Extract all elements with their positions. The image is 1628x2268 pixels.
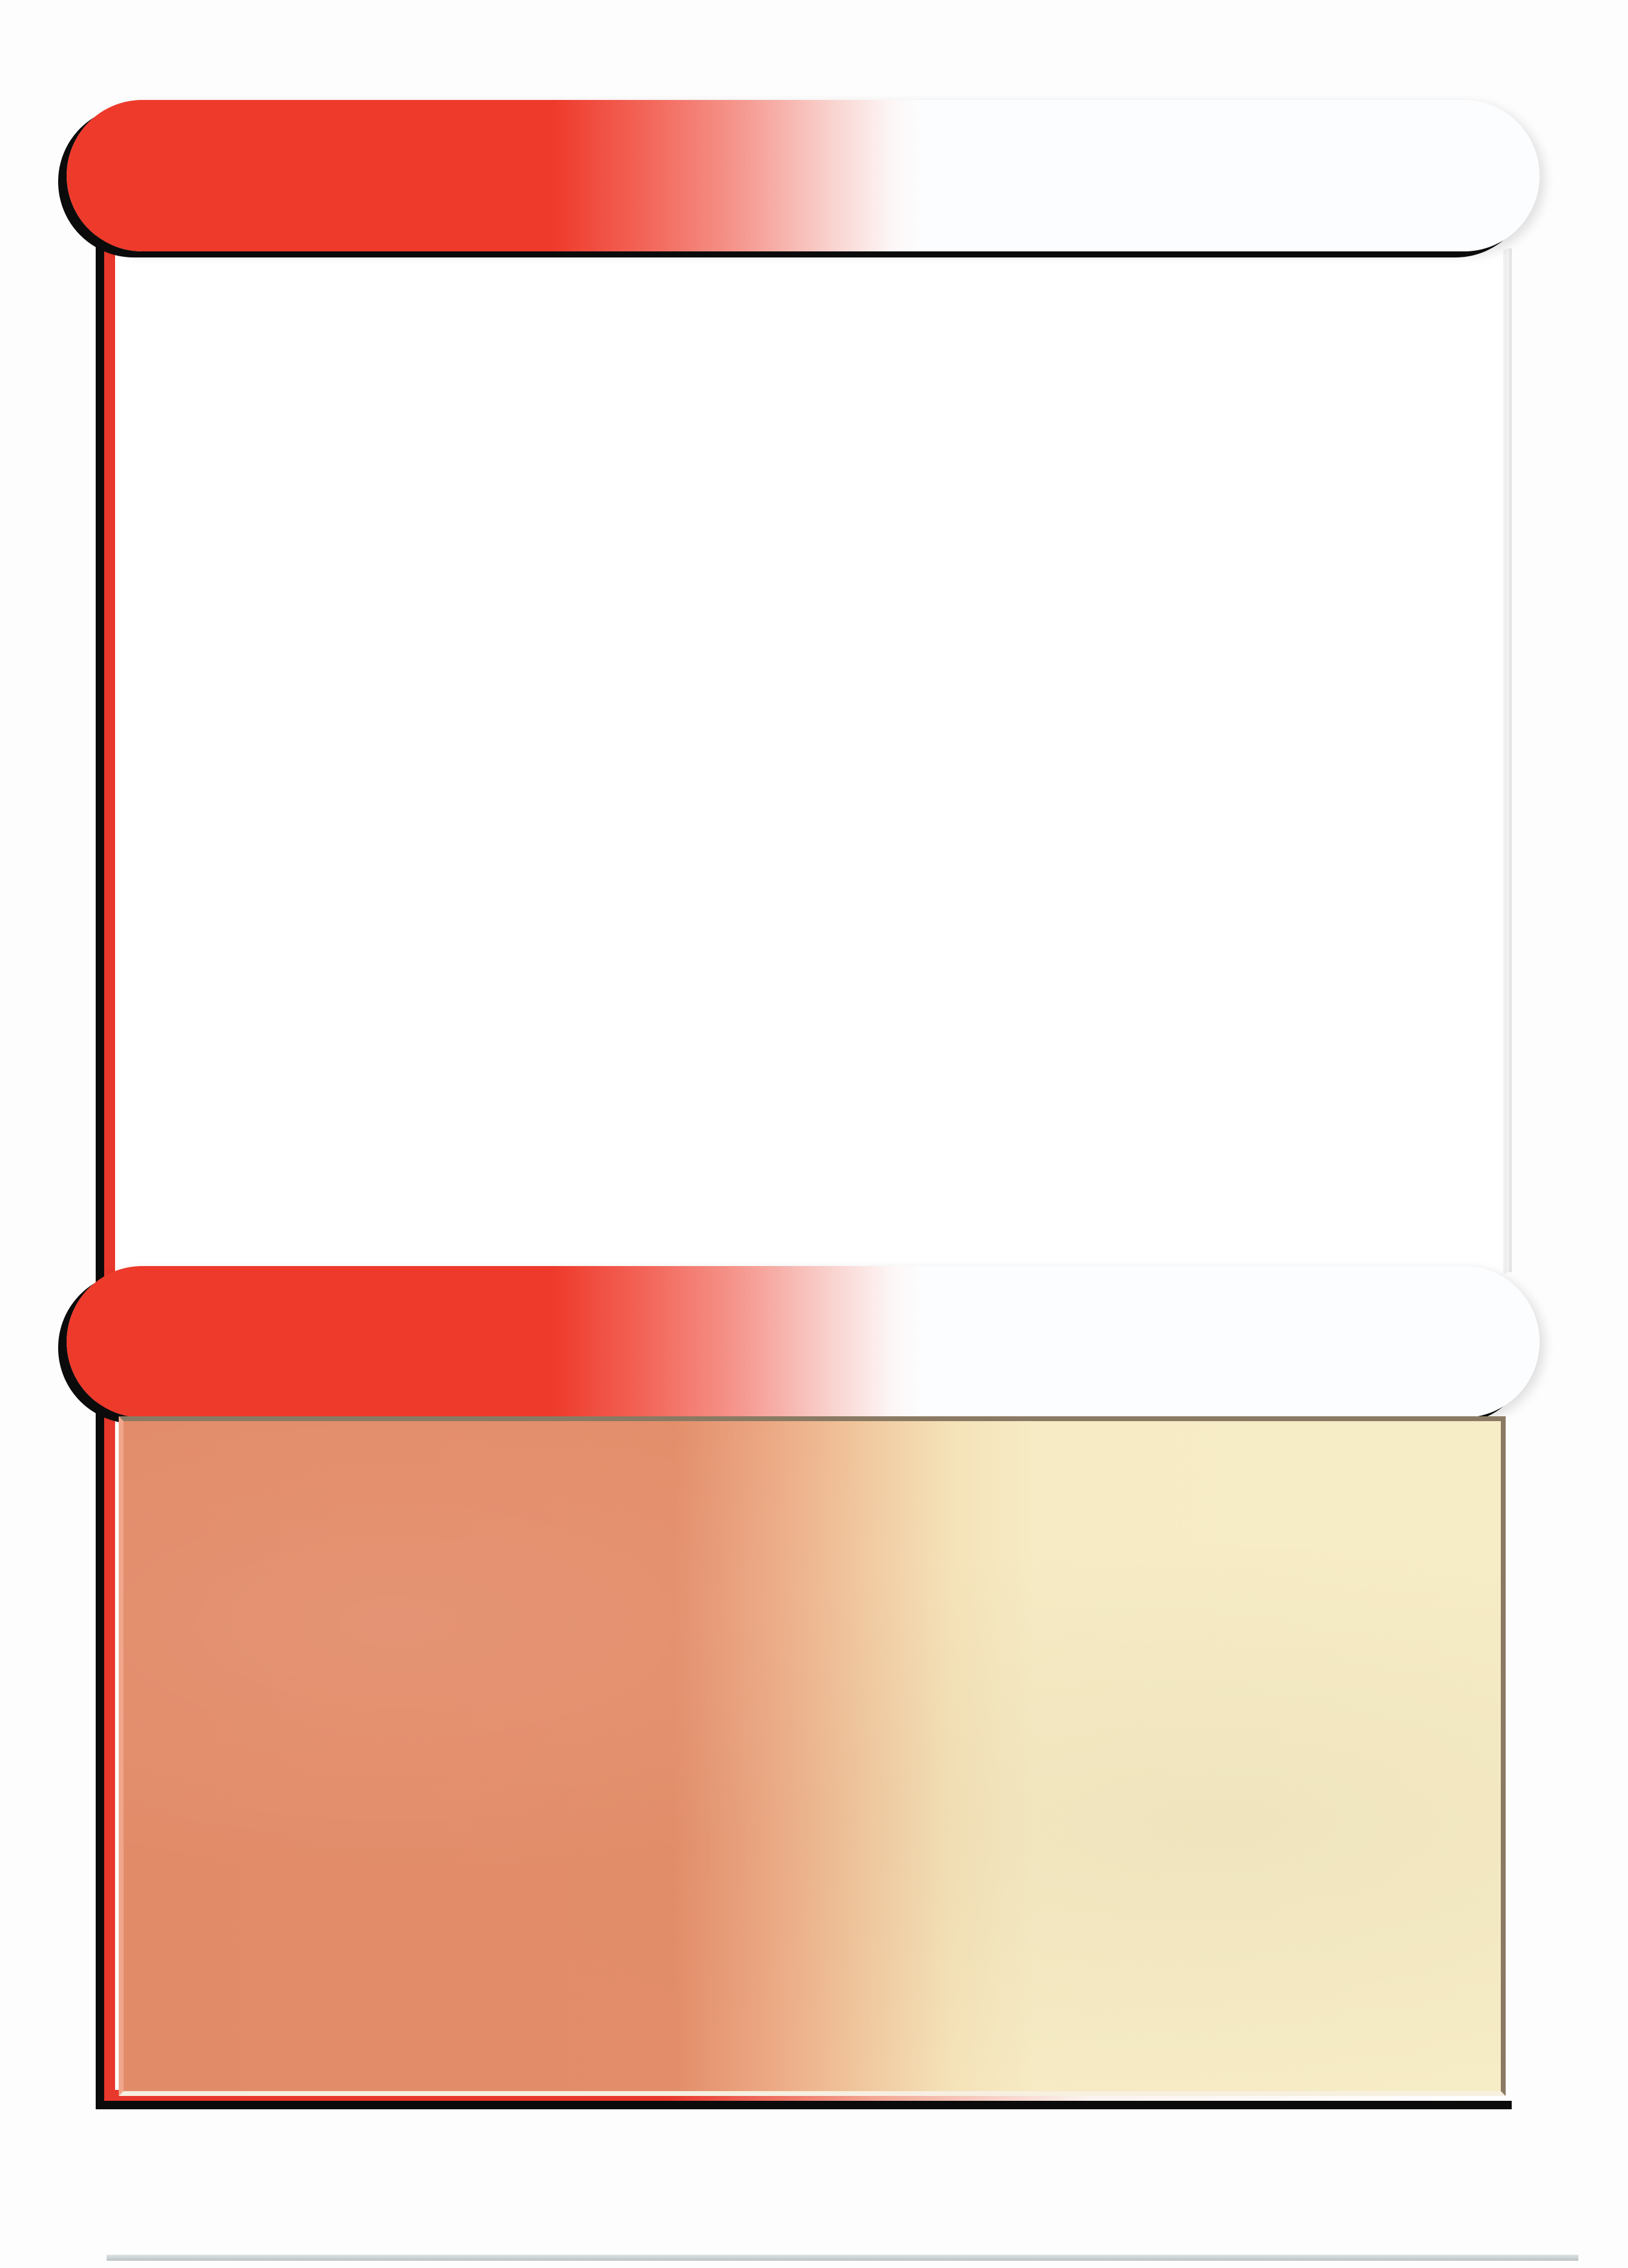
type-line-banner bbox=[67, 1266, 1540, 1418]
frame-bottom-shadow bbox=[96, 2100, 1512, 2109]
bottom-divider bbox=[107, 2255, 1578, 2261]
title-banner bbox=[67, 100, 1540, 251]
frame-left-edge bbox=[104, 230, 115, 2100]
rules-text-box bbox=[119, 1416, 1506, 2096]
art-box bbox=[116, 250, 1507, 1273]
frame-left-shadow bbox=[96, 230, 105, 2109]
art-box-right-shadow bbox=[1506, 248, 1512, 1272]
